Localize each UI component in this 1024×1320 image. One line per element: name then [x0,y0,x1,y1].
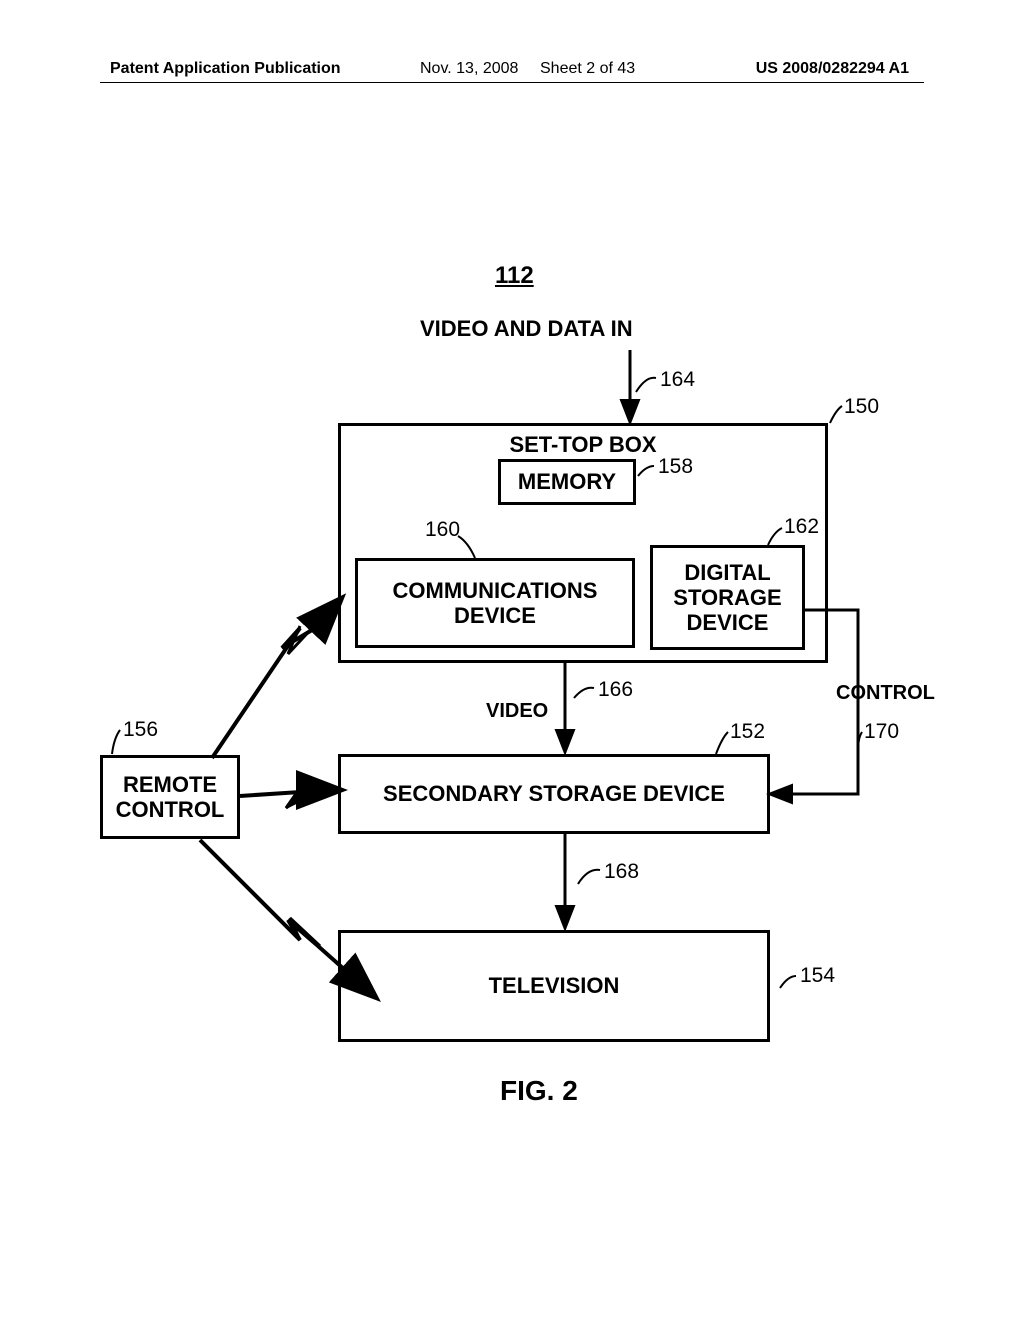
ref-164: 164 [660,368,695,392]
settop-title: SET-TOP BOX [341,432,825,457]
secondary-storage-box: SECONDARY STORAGE DEVICE [338,754,770,834]
ref-162: 162 [784,515,819,539]
digital-storage-label: DIGITAL STORAGE DEVICE [653,560,802,636]
figure-ref-number: 112 [495,262,534,290]
memory-box: MEMORY [498,459,636,505]
comm-device-box: COMMUNICATIONS DEVICE [355,558,635,648]
secondary-storage-label: SECONDARY STORAGE DEVICE [383,781,725,806]
ref-152: 152 [730,720,765,744]
remote-control-box: REMOTE CONTROL [100,755,240,839]
block-diagram: 112 VIDEO AND DATA IN SET-TOP BOX MEMORY… [0,0,1024,1320]
television-box: TELEVISION [338,930,770,1042]
ref-170: 170 [864,720,899,744]
comm-device-label: COMMUNICATIONS DEVICE [358,578,632,629]
ref-158: 158 [658,455,693,479]
ref-160: 160 [425,518,460,542]
input-title: VIDEO AND DATA IN [420,316,633,342]
remote-control-label: REMOTE CONTROL [103,772,237,823]
ref-154: 154 [800,964,835,988]
control-label: CONTROL [836,682,935,705]
memory-label: MEMORY [518,469,616,494]
ref-168: 168 [604,860,639,884]
figure-caption: FIG. 2 [500,1075,578,1107]
digital-storage-box: DIGITAL STORAGE DEVICE [650,545,805,650]
ref-150: 150 [844,395,879,419]
ref-156: 156 [123,718,158,742]
television-label: TELEVISION [489,973,620,998]
video-label: VIDEO [486,700,548,723]
ref-166: 166 [598,678,633,702]
